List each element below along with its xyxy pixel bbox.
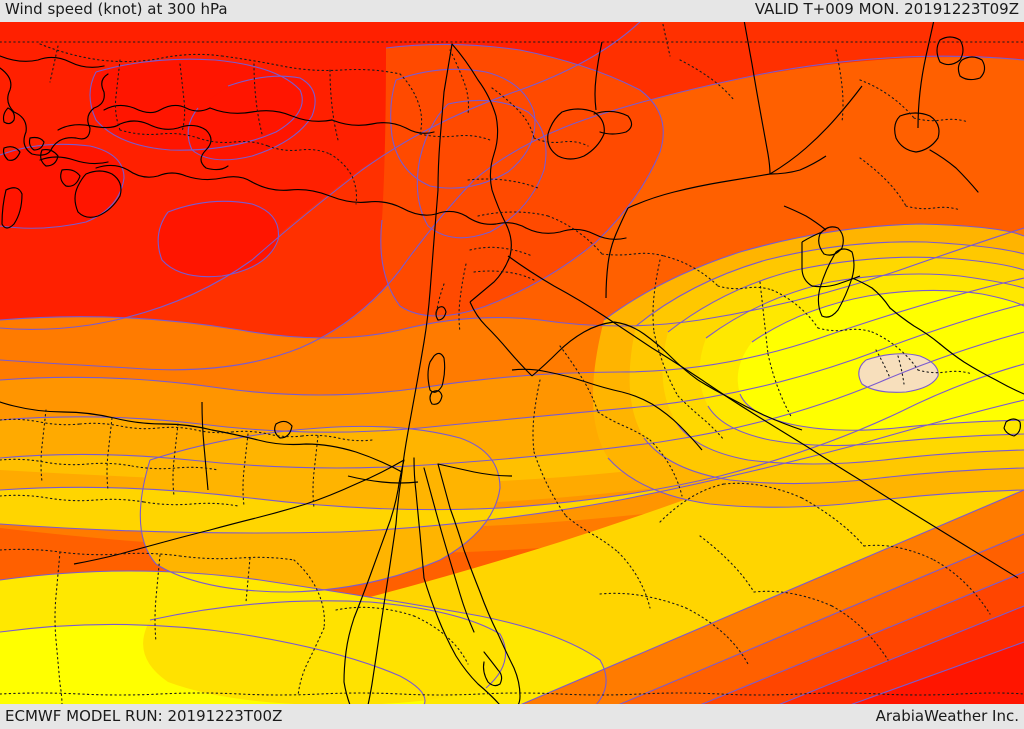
coastline-group (0, 36, 1024, 705)
fill-band-red-max-b (188, 76, 316, 160)
fill-band-yellow-nile (143, 600, 506, 705)
provider-label: ArabiaWeather Inc. (875, 707, 1019, 725)
forecast-map[interactable] (0, 20, 1024, 705)
valid-time-label: VALID T+009 MON. 20191223T09Z (754, 0, 1019, 18)
country-border-group (73, 20, 1019, 705)
header-bar: Wind speed (knot) at 300 hPa VALID T+009… (0, 0, 1024, 22)
fill-band-orange-red (380, 44, 664, 316)
page-title: Wind speed (knot) at 300 hPa (5, 0, 228, 18)
fill-band-red-max-d (158, 201, 279, 277)
footer-bar: ECMWF MODEL RUN: 20191223T00Z ArabiaWeat… (0, 704, 1024, 729)
fill-band-red-max-c (0, 144, 124, 229)
model-run-label: ECMWF MODEL RUN: 20191223T00Z (5, 707, 283, 725)
contour-map-canvas (0, 20, 1024, 705)
admin-border-group (0, 20, 1024, 705)
